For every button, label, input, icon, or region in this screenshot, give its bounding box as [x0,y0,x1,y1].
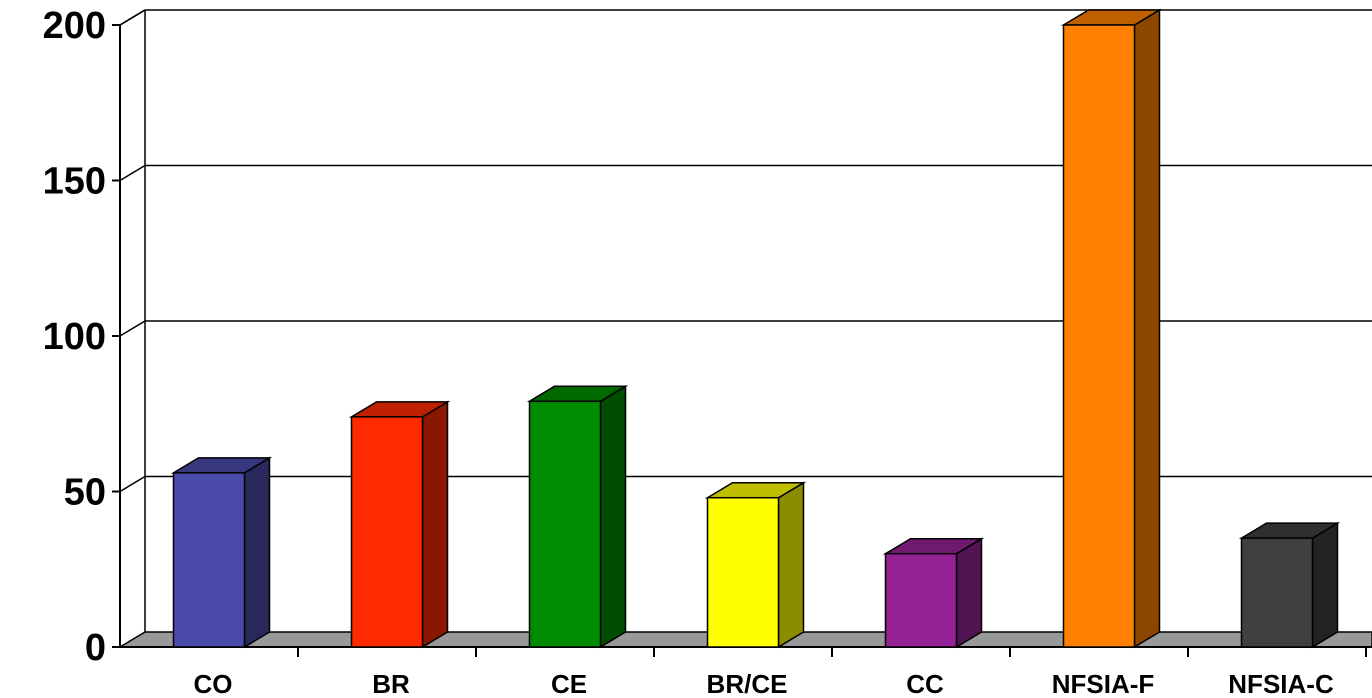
x-category-label: CO [194,669,233,698]
y-tick-label: 100 [43,316,106,358]
bar [348,400,451,649]
bar-side [1133,8,1161,649]
bar-side [955,537,983,649]
bar-front [350,416,424,648]
bar-side [1311,521,1339,649]
bar-front [706,496,780,648]
x-category-label: NFSIA-C [1228,669,1334,698]
bars [170,8,1341,649]
x-category-label: CC [906,669,944,698]
bar-side [243,456,271,649]
x-category-labels: CO BR CE BR/CE CC NFSIA-F NFSIA-C [194,669,1334,698]
bar-front [1062,24,1136,648]
x-category-label: NFSIA-F [1052,669,1155,698]
y-tick-label: 50 [64,472,106,514]
bar-front [528,400,602,648]
x-category-label: BR [372,669,410,698]
bar-front [172,472,246,648]
x-category-label: BR/CE [707,669,788,698]
y-tick-labels: 0 50 100 150 200 [43,5,106,669]
x-category-label: CE [551,669,587,698]
bar [1238,521,1341,649]
gridline-diagonal [119,320,146,337]
y-tick-label: 150 [43,161,106,203]
gridlines [119,9,1372,493]
gridline-diagonal [119,475,146,493]
bar [526,384,629,649]
bar [882,537,985,649]
bar-side [599,384,627,649]
y-tick-label: 200 [43,5,106,47]
gridline-diagonal [119,164,146,182]
bar-front [884,552,958,648]
bar [704,481,807,649]
y-axis-top-diagonal [119,9,146,26]
bar-front [1240,537,1314,648]
bar-side [777,481,805,649]
y-tick-label: 0 [85,627,106,669]
bar-side [421,400,449,649]
bar [170,456,273,649]
bar [1060,8,1163,649]
